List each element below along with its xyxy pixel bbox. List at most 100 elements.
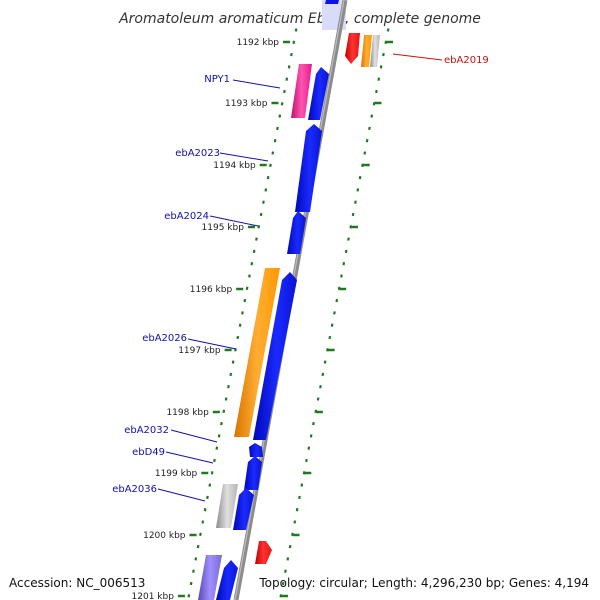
minor-tick xyxy=(384,40,388,44)
inner-tick-track xyxy=(187,28,298,598)
minor-tick xyxy=(368,126,371,131)
minor-tick xyxy=(333,311,336,315)
minor-tick xyxy=(213,458,216,463)
minor-tick xyxy=(372,102,376,106)
minor-tick xyxy=(281,581,285,586)
leader-ebA2024 xyxy=(209,215,259,227)
minor-tick xyxy=(187,594,191,598)
leader-ebA2032 xyxy=(170,429,218,443)
minor-tick xyxy=(294,28,298,32)
minor-tick xyxy=(266,175,270,180)
minor-tick xyxy=(243,298,247,303)
accession-text: Accession: NC_006513 xyxy=(9,576,145,590)
minor-tick xyxy=(257,225,261,229)
minor-tick xyxy=(227,385,230,389)
gene-blue-long[interactable] xyxy=(253,272,297,440)
gene-ebA2032[interactable] xyxy=(249,443,263,457)
kbp-tick-label: 1199 kbp xyxy=(155,469,198,479)
minor-tick xyxy=(222,409,226,413)
gene-ebA2023[interactable] xyxy=(295,124,322,212)
kbp-tick-label: 1194 kbp xyxy=(213,161,256,171)
minor-tick xyxy=(238,323,242,327)
gene-label-ebA2032[interactable]: ebA2032 xyxy=(124,425,169,436)
minor-tick xyxy=(199,532,202,536)
minor-tick xyxy=(284,569,287,573)
minor-tick xyxy=(382,52,385,57)
minor-tick xyxy=(335,298,339,303)
gene-label-ebD49[interactable]: ebD49 xyxy=(132,447,165,458)
minor-tick xyxy=(210,471,214,475)
gene-label-ebA2019[interactable]: ebA2019 xyxy=(444,55,489,66)
minor-tick xyxy=(217,434,221,438)
minor-tick xyxy=(361,163,364,167)
minor-tick xyxy=(250,262,254,266)
map-title: Aromatoleum aromaticum EbN1, complete ge… xyxy=(118,11,481,27)
leader-NPY1 xyxy=(232,79,281,89)
kbp-tick-label: 1200 kbp xyxy=(143,531,186,541)
minor-tick xyxy=(196,544,200,549)
gene-label-ebA2036[interactable]: ebA2036 xyxy=(112,484,157,495)
gene-label-ebA2024[interactable]: ebA2024 xyxy=(164,211,209,222)
minor-tick xyxy=(241,311,244,315)
gene-label-ebA2026[interactable]: ebA2026 xyxy=(142,333,187,344)
kbp-tick-label: 1198 kbp xyxy=(166,408,209,418)
minor-tick xyxy=(377,77,381,81)
leader-ebA2036 xyxy=(157,488,206,502)
gene-orange-small[interactable] xyxy=(361,35,372,67)
minor-tick xyxy=(288,544,292,549)
gene-ebA2019[interactable] xyxy=(345,33,360,64)
kbp-tick-label: 1197 kbp xyxy=(178,346,221,356)
minor-tick xyxy=(300,483,304,487)
minor-tick xyxy=(298,495,301,500)
minor-tick xyxy=(323,360,327,364)
minor-tick xyxy=(189,581,193,586)
minor-tick xyxy=(208,483,212,487)
minor-tick xyxy=(285,77,289,81)
minor-tick xyxy=(354,200,357,204)
gene-blue-1[interactable] xyxy=(308,67,329,120)
minor-tick xyxy=(319,385,322,389)
minor-tick xyxy=(321,372,325,377)
minor-tick xyxy=(358,175,362,180)
minor-tick xyxy=(280,102,284,106)
minor-tick xyxy=(231,360,235,364)
gene-blue-2[interactable] xyxy=(233,488,254,530)
gene-ebA2036[interactable] xyxy=(216,484,238,528)
gene-ebA2026[interactable] xyxy=(234,268,280,437)
gene-label-NPY1[interactable]: NPY1 xyxy=(204,74,230,85)
minor-tick xyxy=(292,40,296,44)
minor-tick xyxy=(229,372,233,377)
minor-tick xyxy=(386,28,390,32)
minor-tick xyxy=(236,335,240,340)
minor-tick xyxy=(305,458,308,463)
gene-ebD49[interactable] xyxy=(244,456,262,490)
gene-red-lower[interactable] xyxy=(255,541,272,564)
gene-NPY1[interactable] xyxy=(291,64,312,118)
minor-tick xyxy=(370,114,374,118)
outer-tick-track xyxy=(279,28,390,598)
minor-tick xyxy=(245,286,249,290)
gene-blue-3[interactable] xyxy=(216,560,238,600)
leader-ebA2026 xyxy=(187,338,237,350)
minor-tick xyxy=(375,89,378,94)
gene-top-partial xyxy=(325,0,339,4)
minor-tick xyxy=(252,249,256,254)
minor-tick xyxy=(342,262,346,266)
minor-tick xyxy=(344,249,348,254)
minor-tick xyxy=(287,65,291,69)
gene-ebA2024[interactable] xyxy=(287,211,306,254)
minor-tick xyxy=(290,52,293,57)
minor-tick xyxy=(248,274,251,278)
minor-tick xyxy=(337,286,341,290)
topology-text: Topology: circular; Length: 4,296,230 bp… xyxy=(258,576,589,590)
kbp-tick-label: 1193 kbp xyxy=(225,99,268,109)
kbp-tick-label: 1192 kbp xyxy=(237,38,280,48)
minor-tick xyxy=(356,188,360,192)
minor-tick xyxy=(264,188,268,192)
kbp-tick-label: 1196 kbp xyxy=(190,285,233,295)
gene-label-ebA2023[interactable]: ebA2023 xyxy=(175,148,220,159)
minor-tick xyxy=(278,114,282,118)
gene-purple[interactable] xyxy=(198,555,222,600)
gene-grey-small[interactable] xyxy=(370,35,380,67)
